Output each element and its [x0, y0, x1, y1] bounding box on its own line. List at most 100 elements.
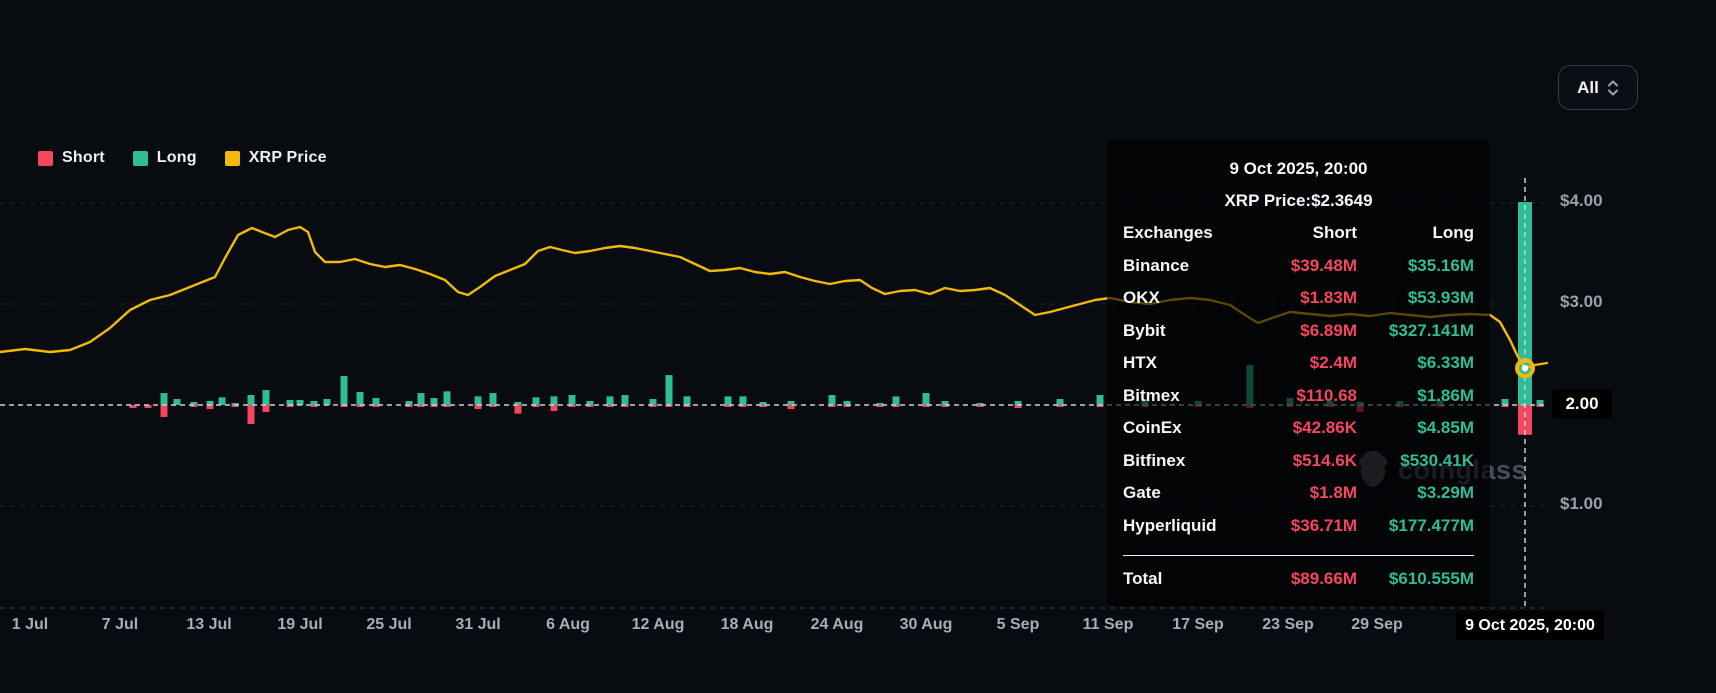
long-liquidation-bar — [231, 403, 239, 405]
long-value: $35.16M — [1407, 255, 1474, 275]
long-liquidation-bar — [173, 399, 181, 405]
x-axis-tick: 23 Sep — [1262, 616, 1314, 633]
long-value: $327.141M — [1388, 320, 1474, 340]
tooltip-xrp-price: XRP Price:$2.3649 — [1224, 191, 1373, 210]
x-axis: 1 Jul 7 Jul 13 Jul 19 Jul 25 Jul 31 Jul 6 Aug 1… — [0, 612, 1716, 640]
x-axis-tick: 13 Jul — [186, 616, 232, 633]
short-liquidation-bar — [759, 405, 767, 407]
short-value: $39.48M — [1290, 255, 1357, 275]
tooltip-rows: Binance $39.48M $35.16M OKX $1.83M $53.93M Byb… — [1123, 250, 1474, 543]
range-selector-dropdown[interactable]: All — [1558, 65, 1638, 110]
x-axis-tick: 12 Aug — [631, 616, 685, 633]
tooltip-row-hyperliquid: Hyperliquid $36.71M $177.477M — [1123, 510, 1474, 543]
long-liquidation-bar — [976, 403, 984, 405]
short-liquidation-bar — [683, 405, 691, 407]
short-liquidation-bar — [1014, 405, 1022, 408]
short-value: $42.86K — [1292, 418, 1357, 438]
long-liquidation-bar — [286, 400, 294, 405]
long-swatch-icon — [132, 150, 148, 166]
short-liquidation-bar — [828, 405, 836, 407]
short-liquidation-bar — [286, 405, 294, 407]
long-liquidation-bar — [568, 395, 576, 405]
long-liquidation-bar — [724, 396, 732, 405]
x-axis-tick: 11 Sep — [1082, 616, 1134, 633]
x-axis-tick: 19 Jul — [277, 616, 323, 633]
short-value: $2.4M — [1309, 353, 1357, 373]
y-axis-label-3: $3.00 — [1560, 292, 1603, 311]
long-liquidation-bar — [843, 401, 851, 405]
short-liquidation-bar — [231, 405, 239, 407]
short-liquidation-bar — [606, 405, 614, 407]
long-liquidation-bar — [489, 393, 497, 405]
short-liquidation-bar — [649, 405, 657, 407]
long-liquidation-bar — [262, 390, 270, 405]
price-marker-icon — [1515, 358, 1535, 379]
short-liquidation-bar — [724, 405, 732, 407]
exchange-name: Bitfinex — [1123, 450, 1186, 470]
short-liquidation-bar — [514, 405, 522, 414]
x-axis-tick: 29 Sep — [1351, 616, 1403, 633]
long-liquidation-bar — [683, 396, 691, 405]
short-liquidation-bar — [739, 405, 747, 407]
legend: Short Long XRP Price — [38, 149, 327, 167]
legend-item-short[interactable]: Short — [38, 149, 105, 167]
long-value: $6.33M — [1417, 353, 1474, 373]
short-liquidation-bar — [621, 405, 629, 407]
short-liquidation-bar — [474, 405, 482, 409]
exchange-name: Bybit — [1123, 320, 1166, 340]
short-liquidation-bar — [568, 405, 576, 407]
x-axis-tick: 18 Aug — [720, 616, 774, 633]
short-liquidation-bar — [550, 405, 558, 411]
short-liquidation-bar — [443, 405, 451, 407]
short-liquidation-bar — [372, 405, 380, 407]
short-liquidation-bar — [405, 405, 413, 407]
short-value: $1.83M — [1300, 288, 1357, 308]
short-liquidation-bar — [1096, 405, 1104, 407]
tooltip-col-long: Long — [1432, 223, 1474, 243]
short-liquidation-bar — [1056, 405, 1064, 407]
long-liquidation-bar — [876, 403, 884, 405]
legend-label-short: Short — [62, 149, 105, 166]
long-liquidation-bar — [828, 395, 836, 405]
short-liquidation-bar — [144, 405, 152, 408]
long-liquidation-bar — [665, 375, 673, 405]
long-liquidation-bar — [1518, 202, 1532, 405]
short-liquidation-bar — [356, 405, 364, 407]
range-selector-value: All — [1577, 77, 1599, 97]
long-liquidation-bar — [941, 401, 949, 405]
long-liquidation-bar — [532, 397, 540, 405]
long-liquidation-bar — [606, 396, 614, 405]
tooltip-total-label: Total — [1123, 569, 1163, 589]
legend-item-long[interactable]: Long — [132, 149, 197, 167]
exchange-name: Gate — [1123, 483, 1161, 503]
tooltip-row-okx: OKX $1.83M $53.93M — [1123, 282, 1474, 315]
x-axis-tick: 17 Sep — [1172, 616, 1224, 633]
x-axis-tick: 7 Jul — [101, 616, 139, 633]
y-axis-crosshair-label: 2.00 — [1552, 390, 1612, 418]
y-axis-label-4: $4.00 — [1560, 191, 1603, 210]
x-axis-tick: 30 Aug — [899, 616, 953, 633]
short-liquidation-bar — [976, 405, 984, 407]
price-swatch-icon — [224, 150, 240, 166]
long-liquidation-bar — [1014, 401, 1022, 405]
long-value: $530.41K — [1400, 450, 1474, 470]
long-value: $53.93M — [1407, 288, 1474, 308]
long-liquidation-bar — [474, 396, 482, 405]
short-liquidation-bar — [160, 405, 168, 417]
long-liquidation-bar — [787, 401, 795, 405]
long-liquidation-bar — [1501, 399, 1509, 405]
long-liquidation-bar — [739, 396, 747, 405]
long-liquidation-bar — [649, 399, 657, 405]
long-liquidation-bar — [922, 393, 930, 405]
exchange-name: Binance — [1123, 255, 1190, 275]
legend-item-xrp-price[interactable]: XRP Price — [224, 149, 327, 167]
x-axis-crosshair-label: 9 Oct 2025, 20:00 — [1456, 611, 1604, 640]
tooltip-row-gate: Gate $1.8M $3.29M — [1123, 477, 1474, 510]
long-liquidation-bar — [310, 401, 318, 405]
long-liquidation-bar — [417, 393, 425, 405]
short-liquidation-bar — [262, 405, 270, 412]
short-liquidation-bar — [941, 405, 949, 407]
short-liquidation-bar — [1501, 405, 1509, 407]
price-marker-dot-icon — [1521, 364, 1529, 372]
long-liquidation-bar — [550, 396, 558, 405]
